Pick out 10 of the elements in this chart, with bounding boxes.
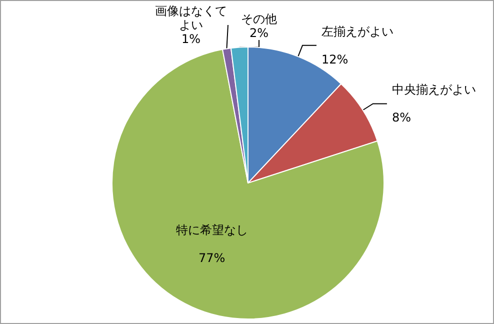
data-label: 2%	[249, 26, 269, 40]
slice-label: 特に希望なし	[176, 223, 248, 238]
data-label: 1%	[181, 32, 201, 46]
slice-label: その他	[241, 12, 277, 26]
slice-label: 中央揃えがよい	[392, 82, 476, 97]
data-label: 8%	[392, 110, 412, 125]
data-label: 77%	[198, 251, 226, 266]
slice-label: 画像はなくてよい	[155, 4, 227, 32]
slice-label: 左揃えがよい	[321, 24, 394, 38]
data-label: 12%	[321, 52, 348, 66]
